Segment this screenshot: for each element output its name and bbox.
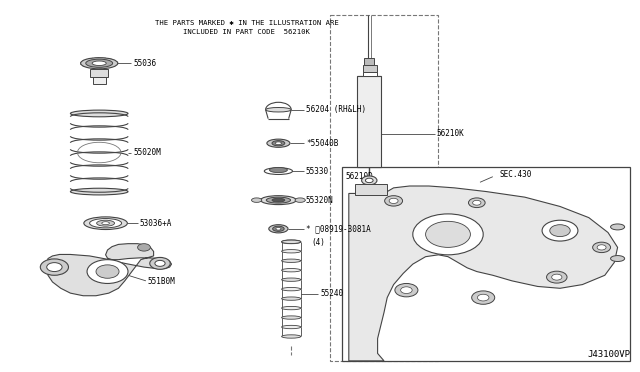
Text: 56210K: 56210K — [436, 129, 464, 138]
Circle shape — [96, 265, 119, 278]
Text: *55040B: *55040B — [306, 139, 339, 148]
Circle shape — [138, 244, 150, 251]
Circle shape — [413, 214, 483, 255]
Circle shape — [542, 220, 578, 241]
Ellipse shape — [282, 297, 301, 300]
Bar — [363, 65, 377, 72]
Circle shape — [401, 287, 412, 294]
Circle shape — [150, 257, 170, 269]
Ellipse shape — [276, 228, 281, 230]
Bar — [355, 184, 387, 195]
Text: 551B0M: 551B0M — [147, 277, 175, 286]
Polygon shape — [46, 244, 172, 296]
Ellipse shape — [97, 220, 115, 226]
Ellipse shape — [275, 142, 282, 144]
Ellipse shape — [282, 316, 301, 319]
Text: THE PARTS MARKED ✱ IN THE ILLUSTRATION ARE
INCLUDED IN PART CODE  56210K: THE PARTS MARKED ✱ IN THE ILLUSTRATION A… — [154, 20, 339, 35]
Bar — [364, 58, 374, 65]
Circle shape — [477, 294, 489, 301]
Text: J43100VP: J43100VP — [588, 350, 630, 359]
Ellipse shape — [282, 335, 301, 338]
Ellipse shape — [252, 198, 262, 202]
Bar — [363, 72, 377, 76]
Circle shape — [550, 225, 570, 237]
Circle shape — [40, 259, 68, 275]
Text: 55036: 55036 — [133, 59, 156, 68]
Ellipse shape — [267, 139, 290, 147]
Ellipse shape — [269, 225, 288, 233]
Ellipse shape — [282, 250, 301, 253]
Ellipse shape — [611, 256, 625, 262]
Ellipse shape — [266, 197, 291, 203]
Ellipse shape — [84, 217, 127, 230]
Bar — [90, 69, 108, 77]
Text: 56204 (RH&LH): 56204 (RH&LH) — [306, 105, 366, 114]
Ellipse shape — [272, 141, 285, 146]
Circle shape — [395, 283, 418, 297]
Circle shape — [389, 198, 398, 203]
Text: 55320N: 55320N — [306, 196, 333, 205]
Ellipse shape — [70, 188, 128, 195]
Circle shape — [87, 260, 128, 283]
Text: 53036+A: 53036+A — [140, 219, 172, 228]
Circle shape — [426, 221, 470, 247]
Ellipse shape — [282, 269, 301, 272]
Ellipse shape — [282, 288, 301, 291]
Text: 56210D: 56210D — [346, 172, 373, 181]
Ellipse shape — [92, 61, 106, 65]
Ellipse shape — [70, 110, 128, 117]
Ellipse shape — [282, 240, 301, 244]
Ellipse shape — [272, 198, 285, 202]
Circle shape — [362, 176, 377, 185]
Circle shape — [552, 274, 562, 280]
Circle shape — [365, 178, 373, 183]
Bar — [342, 167, 630, 361]
Text: (4): (4) — [312, 238, 326, 247]
Bar — [330, 15, 438, 361]
Ellipse shape — [273, 226, 284, 231]
Text: 55330: 55330 — [306, 167, 329, 176]
Ellipse shape — [102, 222, 109, 225]
Circle shape — [385, 196, 403, 206]
Ellipse shape — [86, 59, 113, 67]
Bar — [93, 77, 106, 84]
Circle shape — [47, 263, 62, 272]
Ellipse shape — [260, 196, 296, 205]
Ellipse shape — [90, 219, 122, 228]
Circle shape — [468, 198, 485, 208]
Ellipse shape — [81, 58, 118, 69]
Ellipse shape — [266, 108, 291, 112]
Ellipse shape — [282, 278, 301, 281]
Ellipse shape — [295, 198, 305, 202]
Circle shape — [155, 260, 165, 266]
Circle shape — [472, 291, 495, 304]
Circle shape — [597, 245, 606, 250]
Ellipse shape — [264, 168, 292, 174]
Ellipse shape — [282, 240, 301, 244]
Circle shape — [547, 271, 567, 283]
Bar — [357, 76, 381, 167]
Circle shape — [472, 200, 481, 205]
Text: 55240: 55240 — [320, 289, 343, 298]
Polygon shape — [349, 186, 618, 361]
Ellipse shape — [282, 307, 301, 310]
Ellipse shape — [611, 224, 625, 230]
Ellipse shape — [282, 259, 301, 262]
Ellipse shape — [269, 167, 287, 173]
Text: * Ⓝ08919-3081A: * Ⓝ08919-3081A — [306, 224, 371, 233]
Circle shape — [593, 242, 611, 253]
Text: 55020M: 55020M — [133, 148, 161, 157]
Ellipse shape — [282, 326, 301, 329]
Text: SEC.430: SEC.430 — [499, 170, 532, 179]
